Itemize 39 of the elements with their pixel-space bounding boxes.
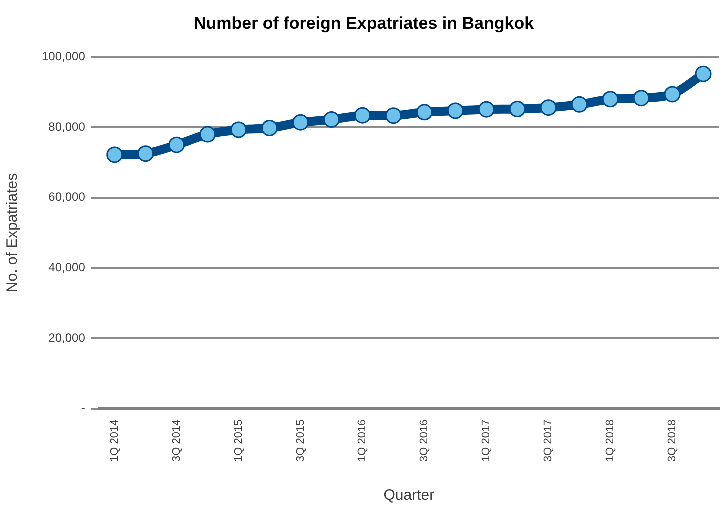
- point: [509, 100, 526, 118]
- y-tick-label: 20,000: [48, 330, 86, 345]
- point: [106, 146, 124, 164]
- point: [323, 112, 340, 128]
- point: [354, 107, 371, 124]
- point: [138, 146, 154, 162]
- point: [540, 100, 557, 116]
- point: [416, 104, 433, 121]
- point: [292, 114, 310, 131]
- x-tick-label: 3Q 2014: [170, 420, 183, 462]
- point: [478, 101, 495, 118]
- x-tick-label: 3Q 2015: [294, 420, 307, 462]
- point: [200, 126, 216, 143]
- x-tick-label: 3Q 2017: [542, 420, 555, 462]
- x-tick-label: 3Q 2016: [418, 420, 431, 462]
- point: [602, 91, 619, 108]
- y-tick-label: -: [81, 401, 86, 416]
- x-tick-label: 1Q 2015: [232, 420, 245, 462]
- x-axis-title: Quarter: [384, 487, 435, 504]
- point: [571, 96, 588, 113]
- y-axis-title: No. of Expatriates: [4, 173, 22, 293]
- y-tick-label: 60,000: [48, 190, 86, 204]
- y-tick-label: 100,000: [42, 50, 86, 64]
- point: [230, 122, 248, 138]
- chart-title: Number of foreign Expatriates in Bangkok: [192, 14, 536, 34]
- point: [664, 86, 681, 103]
- point: [633, 90, 650, 107]
- x-tick-label: 1Q 2017: [480, 420, 493, 462]
- y-tick-label: 40,000: [48, 260, 86, 274]
- y-tick-label: 80,000: [48, 120, 86, 134]
- point: [168, 136, 186, 154]
- x-tick-label: 1Q 2014: [108, 420, 121, 462]
- x-tick-label: 1Q 2018: [604, 420, 617, 462]
- x-tick-label: 1Q 2016: [356, 420, 369, 462]
- point: [262, 120, 278, 136]
- point: [695, 66, 712, 82]
- point: [447, 102, 464, 120]
- point: [385, 108, 402, 124]
- x-tick-label: 3Q 2018: [666, 420, 679, 462]
